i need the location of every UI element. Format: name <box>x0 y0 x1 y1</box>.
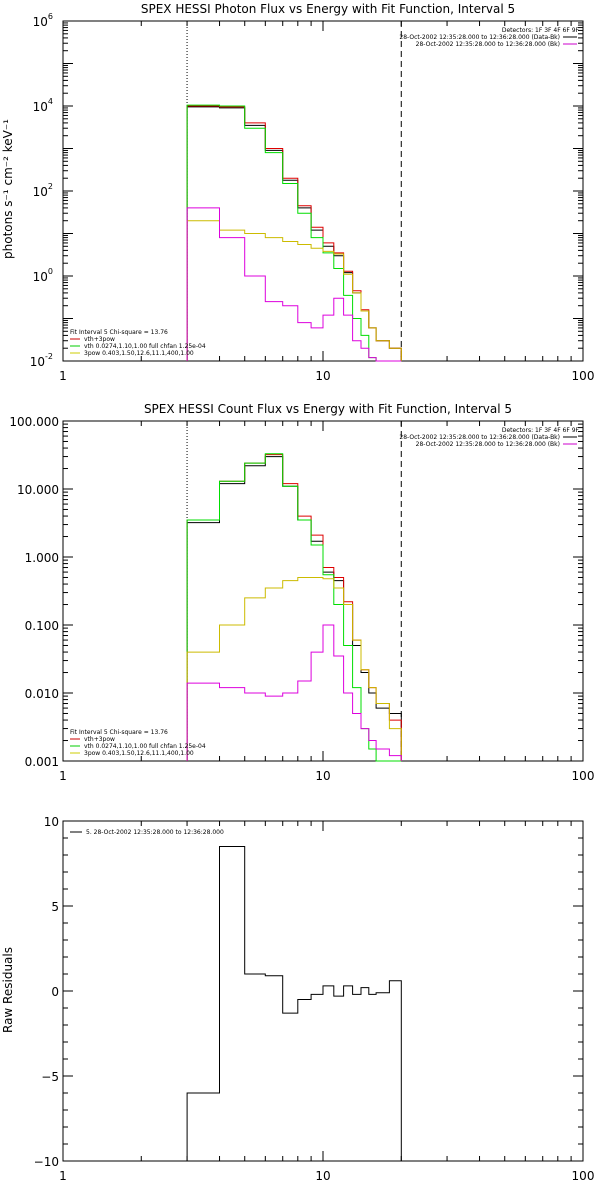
count-time-label-1: 28-Oct-2002 12:35:28.000 to 12:36:28.000… <box>399 434 560 441</box>
count-chart-title: SPEX HESSI Count Flux vs Energy with Fit… <box>144 402 512 416</box>
photon-time-label-2: 28-Oct-2002 12:35:28.000 to 12:36:28.000… <box>416 41 560 48</box>
photon-fit-comp-1: vth+3pow <box>84 336 115 343</box>
photon-fit-comp-3: 3pow 0.403,1.50,12.6,11.1,400,1.00 <box>84 350 194 357</box>
x-tick-label: 10 <box>315 369 330 383</box>
series-line-4 <box>186 220 402 361</box>
y-tick-label: 100 <box>33 267 53 284</box>
count-range-markers <box>186 421 402 761</box>
x-tick-label: 100 <box>572 1169 595 1183</box>
residuals-y-axis-label: Raw Residuals <box>1 947 15 1033</box>
x-tick-label: 1 <box>59 1169 67 1183</box>
y-tick-label: 5 <box>51 900 59 914</box>
count-flux-panel: SPEX HESSI Count Flux vs Energy with Fit… <box>9 402 594 783</box>
count-detectors-label: Detectors: 1F 3F 4F 6F 9F <box>502 427 580 434</box>
y-tick-label: 104 <box>33 97 53 114</box>
photon-fit-info: Fit Interval 5 Chi-square = 13.76 <box>70 329 168 336</box>
count-fit-comp-2: vth 0.0274,1.10,1.00 full chfan 1.25e-04 <box>84 743 206 750</box>
photon-axis-ticks: 1 10 100 10-2 100 102 104 106 <box>30 12 595 383</box>
x-tick-label: 100 <box>572 369 595 383</box>
series-line-5 <box>186 207 402 362</box>
count-fit-comp-1: vth+3pow <box>84 736 115 743</box>
y-tick-label: 1.000 <box>25 551 59 565</box>
count-fit-comp-3: 3pow 0.403,1.50,12.6,11.1,400,1.00 <box>84 750 194 757</box>
series-line-4 <box>186 577 402 761</box>
residuals-panel: Raw Residuals 1 10 100 −10 −5 0 5 10 5. 28-Oct-… <box>1 815 594 1183</box>
photon-time-label-1: 28-Oct-2002 12:35:28.000 to 12:36:28.000… <box>399 34 560 41</box>
x-tick-label: 1 <box>59 369 67 383</box>
photon-flux-panel: SPEX HESSI Photon Flux vs Energy with Fi… <box>1 2 594 383</box>
series-line-1 <box>186 456 402 761</box>
x-tick-label: 10 <box>315 1169 330 1183</box>
photon-y-axis-label: photons s⁻¹ cm⁻² keV⁻¹ <box>1 119 15 259</box>
y-tick-label: 0.010 <box>25 687 59 701</box>
photon-series <box>186 104 402 362</box>
residuals-series <box>186 846 402 1161</box>
count-time-label-2: 28-Oct-2002 12:35:28.000 to 12:36:28.000… <box>416 441 560 448</box>
series-line-5 <box>186 624 402 761</box>
y-tick-label: −10 <box>34 1155 59 1169</box>
x-tick-label: 100 <box>572 769 595 783</box>
series-line-3 <box>186 453 402 762</box>
count-series <box>186 453 402 762</box>
photon-fit-comp-2: vth 0.0274,1.10,1.00 full chfan 1.25e-04 <box>84 343 206 350</box>
y-tick-label: 10 <box>44 815 59 829</box>
x-tick-label: 1 <box>59 769 67 783</box>
photon-chart-title: SPEX HESSI Photon Flux vs Energy with Fi… <box>141 2 515 16</box>
y-tick-label: 106 <box>33 12 53 29</box>
photon-detectors-label: Detectors: 1F 3F 4F 6F 9F <box>502 27 580 34</box>
series-line-3 <box>186 104 402 362</box>
y-tick-label: 100.000 <box>9 415 59 429</box>
y-tick-label: 0.100 <box>25 619 59 633</box>
y-tick-label: 10.000 <box>17 483 59 497</box>
count-fit-info: Fit Interval 5 Chi-square = 13.76 <box>70 729 168 736</box>
y-tick-label: −5 <box>41 1070 59 1084</box>
count-plot-frame <box>62 420 584 762</box>
count-axis-ticks: 1 10 100 0.001 0.010 0.100 1.000 10.000 100.000 <box>9 415 594 783</box>
photon-plot-frame <box>62 20 584 362</box>
residuals-axis-ticks: 1 10 100 −10 −5 0 5 10 <box>34 815 595 1183</box>
y-tick-label: 10-2 <box>30 352 53 369</box>
photon-range-markers <box>186 21 402 361</box>
x-tick-label: 10 <box>315 769 330 783</box>
y-tick-label: 102 <box>33 182 53 199</box>
series-line-1 <box>186 846 402 1161</box>
y-tick-label: 0 <box>51 985 59 999</box>
residuals-legend-label: 5. 28-Oct-2002 12:35:28.000 to 12:36:28.… <box>86 829 224 836</box>
y-tick-label: 0.001 <box>25 755 59 769</box>
